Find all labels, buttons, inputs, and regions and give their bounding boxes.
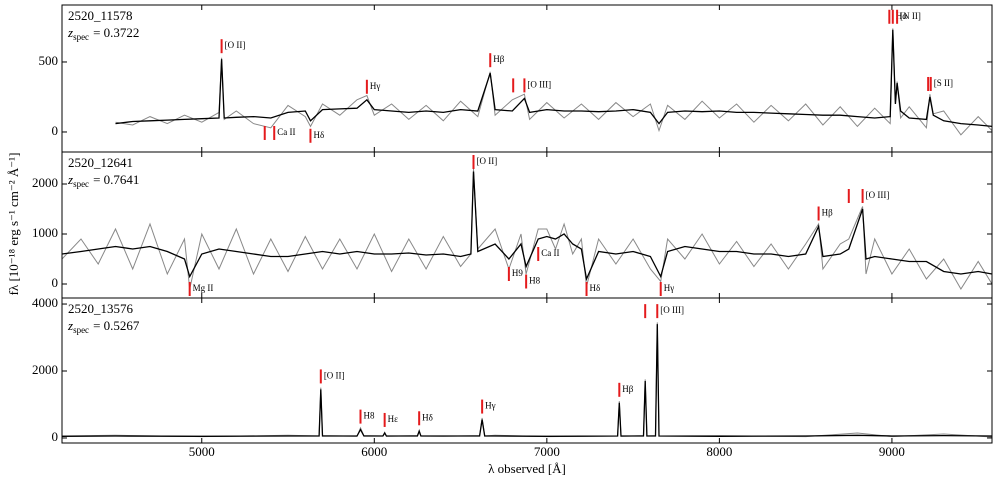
spectrum-line [62, 168, 992, 290]
line-label: Ca II [541, 248, 559, 258]
z-value: = 0.7641 [93, 172, 139, 187]
z-symbol: z [67, 25, 73, 40]
y-tick-label: 0 [52, 275, 59, 290]
y-tick-label: 1000 [32, 225, 58, 240]
spectrum-line [62, 322, 992, 438]
z-subscript: spec [73, 32, 89, 42]
z-symbol: z [67, 172, 73, 187]
y-tick-label: 500 [39, 53, 59, 68]
line-label: [O III] [527, 79, 551, 89]
plot-area [115, 28, 992, 136]
x-axis-label: λ observed [Å] [488, 461, 566, 476]
line-label: Hε [388, 414, 398, 424]
line-label: Hβ [622, 384, 633, 394]
y-tick-label: 2000 [32, 362, 58, 377]
line-label: Mg II [193, 283, 214, 293]
object-id: 2520_13576 [68, 301, 134, 316]
redshift: zspec = 0.5267 [67, 318, 140, 335]
line-label: Hβ [493, 54, 504, 64]
x-tick-label: 5000 [189, 444, 215, 459]
y-axis-label: fλ [10⁻¹⁸ erg s⁻¹ cm⁻² Å⁻¹] [6, 153, 21, 296]
spectrum-line [115, 28, 992, 136]
object-id: 2520_11578 [68, 8, 133, 23]
spectrum-line [62, 324, 992, 437]
y-tick-label: 4000 [32, 295, 58, 310]
line-label: [N II] [900, 11, 921, 21]
line-label: Hγ [370, 81, 380, 91]
z-value: = 0.5267 [93, 318, 140, 333]
line-label: Hδ [313, 130, 324, 140]
line-label: [O III] [866, 190, 890, 200]
spectrum-line [115, 29, 992, 128]
line-label: [O II] [477, 156, 498, 166]
z-value: = 0.3722 [93, 25, 139, 40]
x-tick-label: 6000 [361, 444, 387, 459]
line-label: [O II] [225, 40, 246, 50]
y-tick-label: 0 [52, 429, 59, 444]
spectrum-line [62, 171, 992, 282]
x-tick-label: 8000 [706, 444, 732, 459]
line-label: [O II] [324, 370, 345, 380]
line-label: H8 [363, 411, 374, 421]
panel-frame [61, 297, 993, 444]
x-tick-label: 7000 [534, 444, 560, 459]
line-label: Hβ [822, 208, 833, 218]
line-label: [O III] [660, 305, 684, 315]
line-label: Hγ [485, 401, 495, 411]
plot-area [62, 322, 992, 438]
line-label: Hδ [422, 412, 433, 422]
z-symbol: z [67, 318, 73, 333]
plot-area [62, 168, 992, 290]
line-label: [S II] [934, 78, 953, 88]
redshift: zspec = 0.3722 [67, 25, 139, 42]
line-label: Ca II [277, 127, 295, 137]
object-id: 2520_12641 [68, 155, 133, 170]
line-label: Hα [896, 11, 907, 21]
line-label: H8 [529, 276, 540, 286]
z-subscript: spec [73, 325, 89, 335]
y-tick-label: 2000 [32, 175, 58, 190]
z-subscript: spec [73, 179, 89, 189]
line-label: Hγ [664, 283, 674, 293]
x-tick-label: 9000 [879, 444, 905, 459]
redshift: zspec = 0.7641 [67, 172, 139, 189]
y-tick-label: 0 [52, 123, 59, 138]
line-label: H9 [512, 268, 523, 278]
line-label: Hδ [590, 283, 601, 293]
